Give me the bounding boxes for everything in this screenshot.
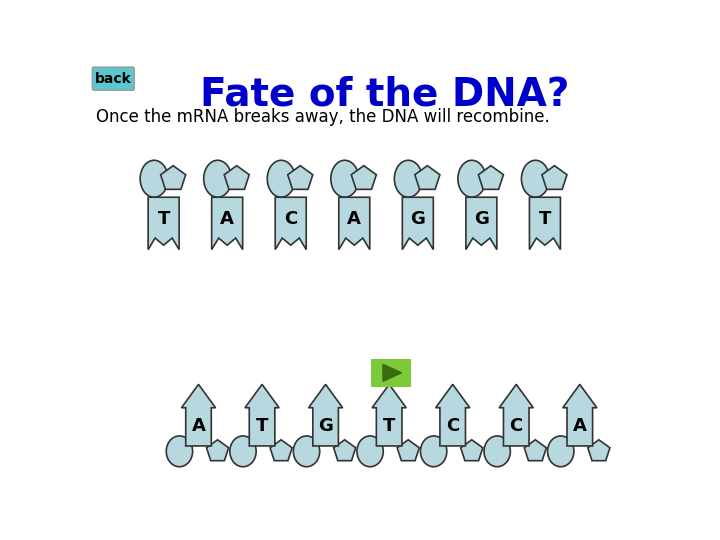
Polygon shape <box>466 197 497 249</box>
Ellipse shape <box>458 160 486 197</box>
Text: C: C <box>284 210 297 228</box>
FancyBboxPatch shape <box>92 67 134 90</box>
Polygon shape <box>563 384 597 446</box>
Ellipse shape <box>166 436 193 467</box>
Text: T: T <box>539 210 551 228</box>
Text: A: A <box>347 210 361 228</box>
Text: A: A <box>220 210 234 228</box>
Ellipse shape <box>293 436 320 467</box>
Polygon shape <box>461 440 483 461</box>
Polygon shape <box>542 166 567 190</box>
Polygon shape <box>333 440 356 461</box>
Polygon shape <box>275 197 306 249</box>
Text: G: G <box>318 417 333 435</box>
Ellipse shape <box>484 436 510 467</box>
Polygon shape <box>224 166 249 190</box>
Polygon shape <box>245 384 279 446</box>
Text: A: A <box>573 417 587 435</box>
Ellipse shape <box>521 160 549 197</box>
Polygon shape <box>372 384 406 446</box>
Polygon shape <box>288 166 312 190</box>
Ellipse shape <box>267 160 295 197</box>
Polygon shape <box>351 166 377 190</box>
Text: G: G <box>474 210 489 228</box>
Polygon shape <box>478 166 503 190</box>
Text: Once the mRNA breaks away, the DNA will recombine.: Once the mRNA breaks away, the DNA will … <box>96 108 550 126</box>
Polygon shape <box>207 440 229 461</box>
FancyBboxPatch shape <box>371 359 411 387</box>
Ellipse shape <box>420 436 447 467</box>
Text: C: C <box>446 417 459 435</box>
Polygon shape <box>529 197 560 249</box>
Polygon shape <box>161 166 186 190</box>
Polygon shape <box>415 166 440 190</box>
Text: back: back <box>95 72 132 86</box>
Ellipse shape <box>140 160 168 197</box>
Text: C: C <box>510 417 523 435</box>
Ellipse shape <box>357 436 383 467</box>
Ellipse shape <box>548 436 574 467</box>
Text: G: G <box>410 210 426 228</box>
Polygon shape <box>499 384 534 446</box>
Polygon shape <box>402 197 433 249</box>
Polygon shape <box>588 440 610 461</box>
Polygon shape <box>436 384 469 446</box>
Polygon shape <box>339 197 370 249</box>
Polygon shape <box>397 440 419 461</box>
Polygon shape <box>148 197 179 249</box>
Text: T: T <box>256 417 269 435</box>
Ellipse shape <box>330 160 359 197</box>
Text: T: T <box>383 417 395 435</box>
Polygon shape <box>270 440 292 461</box>
Polygon shape <box>309 384 343 446</box>
Ellipse shape <box>395 160 422 197</box>
Ellipse shape <box>204 160 232 197</box>
Polygon shape <box>524 440 546 461</box>
Polygon shape <box>383 364 402 381</box>
Polygon shape <box>212 197 243 249</box>
Text: A: A <box>192 417 205 435</box>
Text: Fate of the DNA?: Fate of the DNA? <box>200 75 570 113</box>
Text: T: T <box>158 210 170 228</box>
Polygon shape <box>181 384 215 446</box>
Ellipse shape <box>230 436 256 467</box>
